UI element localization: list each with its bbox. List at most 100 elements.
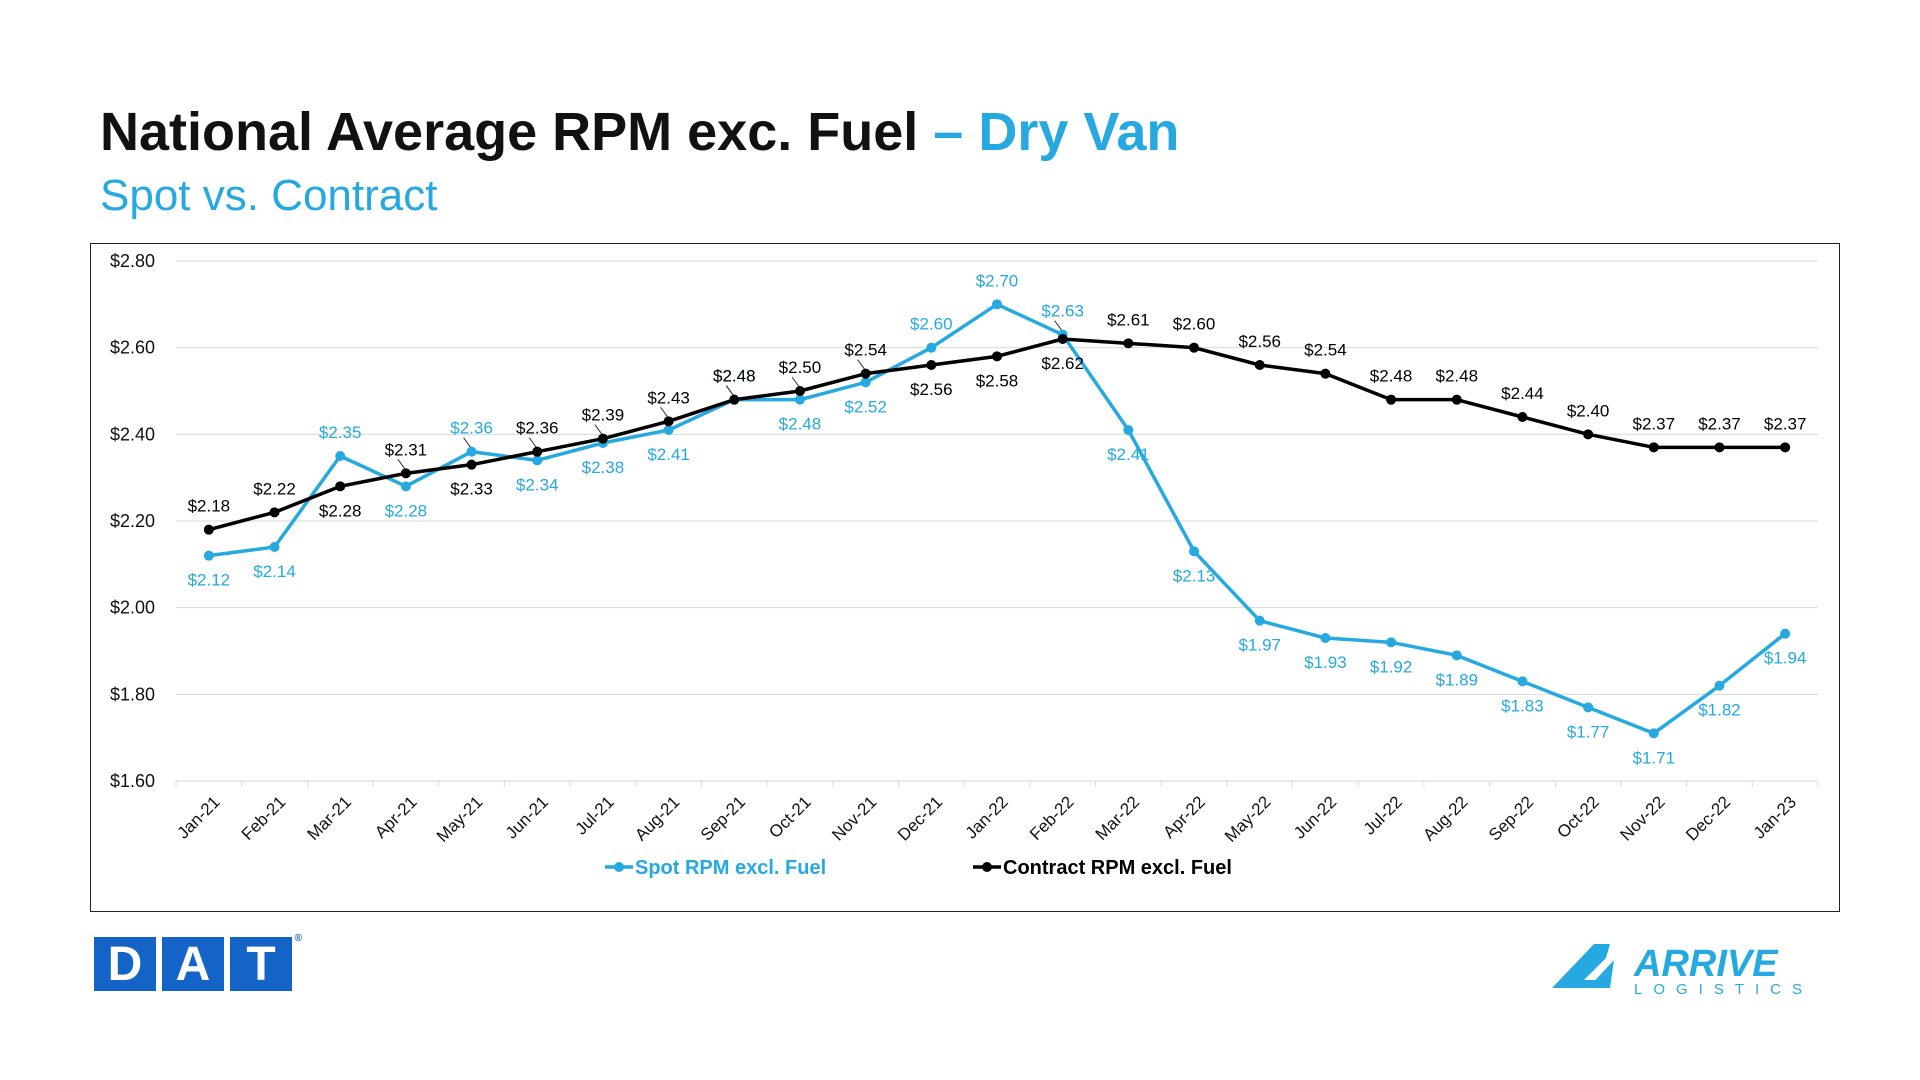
contract-data-label-jul-21: $2.39 — [582, 406, 625, 425]
spot-data-label-jan-21: $2.12 — [188, 571, 231, 590]
contract-data-label-oct-21: $2.50 — [779, 358, 822, 377]
title-block: National Average RPM exc. Fuel – Dry Van… — [100, 100, 1179, 224]
contract-point-feb-22 — [1057, 334, 1068, 344]
x-tick-label: Oct-21 — [765, 792, 815, 842]
arrive-logistics-logo: ARRIVE LOGISTICS — [1552, 943, 1802, 998]
spot-point-oct-22 — [1583, 702, 1594, 713]
spot-data-label-aug-22: $1.89 — [1435, 670, 1478, 689]
spot-data-label-oct-22: $1.77 — [1567, 722, 1610, 741]
contract-data-label-mar-21: $2.28 — [319, 501, 362, 520]
label-leader-line — [1054, 320, 1064, 332]
spot-data-label-apr-22: $2.13 — [1173, 566, 1216, 585]
dat-letter-d: D — [94, 937, 156, 991]
x-tick-label: Oct-22 — [1553, 792, 1603, 842]
contract-point-sep-22 — [1517, 412, 1528, 422]
contract-data-label-feb-21: $2.22 — [253, 479, 296, 498]
spot-point-jan-23 — [1780, 628, 1791, 639]
contract-data-label-nov-22: $2.37 — [1633, 414, 1676, 433]
contract-point-jan-23 — [1780, 442, 1791, 453]
x-tick-label: Apr-22 — [1159, 792, 1209, 842]
contract-point-may-22 — [1254, 360, 1265, 370]
label-leader-line — [463, 437, 472, 449]
x-tick-label: Jan-23 — [1750, 792, 1800, 842]
x-tick-label: Jun-22 — [1290, 792, 1340, 842]
spot-point-may-21 — [466, 446, 477, 457]
contract-data-label-dec-21: $2.56 — [910, 380, 953, 399]
y-tick-label: $1.80 — [110, 684, 155, 704]
contract-data-label-mar-22: $2.61 — [1107, 310, 1150, 329]
spot-legend-label: Spot RPM excl. Fuel — [635, 857, 826, 879]
contract-data-label-jan-21: $2.18 — [188, 497, 231, 516]
spot-data-label-jan-23: $1.94 — [1764, 649, 1807, 668]
x-tick-label: Nov-22 — [1616, 792, 1668, 844]
spot-point-jul-22 — [1386, 637, 1397, 648]
x-tick-label: Jun-21 — [502, 792, 552, 842]
contract-point-aug-22 — [1451, 394, 1462, 405]
line-chart: $2.80 $2.60 $2.40 $2.20 $2.00 $1.80 $1.60 Jan-2… — [110, 251, 1819, 879]
spot-point-feb-21 — [269, 542, 280, 552]
x-tick-label: Dec-22 — [1682, 792, 1734, 844]
spot-point-jan-22 — [992, 299, 1002, 310]
x-tick-label: Feb-21 — [238, 792, 290, 844]
x-tick-label: Sep-21 — [697, 792, 749, 844]
chart-subtitle: Spot vs. Contract — [100, 171, 438, 220]
spot-point-nov-21 — [860, 377, 871, 388]
contract-data-label-oct-22: $2.40 — [1567, 401, 1610, 420]
contract-point-may-21 — [466, 459, 477, 470]
arrive-a-icon — [1552, 944, 1614, 988]
contract-data-label-sep-21: $2.48 — [713, 367, 756, 386]
contract-point-jan-21 — [203, 524, 214, 535]
dat-letter-t-text: T — [246, 937, 276, 991]
label-leader-line — [857, 359, 867, 371]
spot-data-label-nov-22: $1.71 — [1633, 748, 1676, 767]
spot-legend-marker — [614, 862, 624, 872]
contract-point-apr-22 — [1189, 342, 1200, 353]
spot-point-aug-22 — [1451, 650, 1462, 661]
arrive-name: ARRIVE — [1633, 943, 1779, 985]
spot-data-label-mar-21: $2.35 — [319, 423, 362, 442]
spot-data-label-apr-21: $2.28 — [385, 501, 428, 520]
spot-data-label-mar-22: $2.41 — [1107, 445, 1150, 464]
x-tick-label: May-22 — [1221, 792, 1275, 846]
contract-point-oct-21 — [794, 386, 805, 396]
spot-point-mar-21 — [335, 451, 346, 461]
spot-data-label-oct-21: $2.48 — [779, 415, 822, 434]
contract-data-label-jan-22: $2.58 — [976, 371, 1019, 390]
y-tick-label: $2.00 — [110, 598, 155, 618]
contract-legend-marker — [982, 862, 992, 872]
chart-frame: $2.80 $2.60 $2.40 $2.20 $2.00 $1.80 $1.60 Jan-2… — [90, 243, 1840, 912]
spot-data-label-nov-21: $2.52 — [844, 397, 887, 416]
spot-point-nov-22 — [1648, 728, 1659, 739]
contract-data-label-apr-21: $2.31 — [385, 440, 428, 459]
contract-data-label-feb-22: $2.62 — [1041, 354, 1084, 373]
spot-data-label-may-21: $2.36 — [450, 419, 493, 438]
x-tick-label: Aug-21 — [631, 792, 683, 844]
contract-point-feb-21 — [269, 507, 280, 518]
contract-point-jun-21 — [532, 446, 543, 457]
contract-point-aug-21 — [663, 416, 674, 427]
x-tick-label: Dec-21 — [894, 792, 946, 844]
spot-data-label-jul-22: $1.92 — [1370, 657, 1413, 676]
contract-point-sep-21 — [729, 394, 740, 405]
x-tick-label: Jul-22 — [1360, 792, 1406, 838]
contract-point-mar-22 — [1123, 338, 1134, 349]
dat-logo: D A T ® — [94, 933, 302, 991]
contract-data-label-aug-22: $2.48 — [1435, 367, 1478, 386]
spot-point-may-22 — [1254, 615, 1265, 626]
spot-point-dec-22 — [1714, 680, 1725, 691]
contract-data-label-nov-21: $2.54 — [844, 341, 887, 360]
spot-data-label-may-22: $1.97 — [1238, 636, 1281, 655]
spot-point-jun-21 — [532, 455, 543, 466]
contract-point-oct-22 — [1583, 429, 1594, 440]
spot-data-label-dec-22: $1.82 — [1698, 701, 1741, 720]
contract-point-nov-22 — [1648, 442, 1659, 453]
x-tick-label: Feb-22 — [1026, 792, 1078, 844]
x-tick-label: Apr-21 — [371, 792, 421, 842]
contract-data-label-jul-22: $2.48 — [1370, 367, 1413, 386]
spot-data-label-aug-21: $2.41 — [647, 445, 690, 464]
spot-point-jan-21 — [203, 550, 214, 561]
x-tick-label: Sep-22 — [1485, 792, 1537, 844]
spot-data-label-dec-21: $2.60 — [910, 315, 953, 334]
spot-data-label-jun-21: $2.34 — [516, 475, 559, 494]
spot-point-apr-21 — [400, 481, 411, 492]
